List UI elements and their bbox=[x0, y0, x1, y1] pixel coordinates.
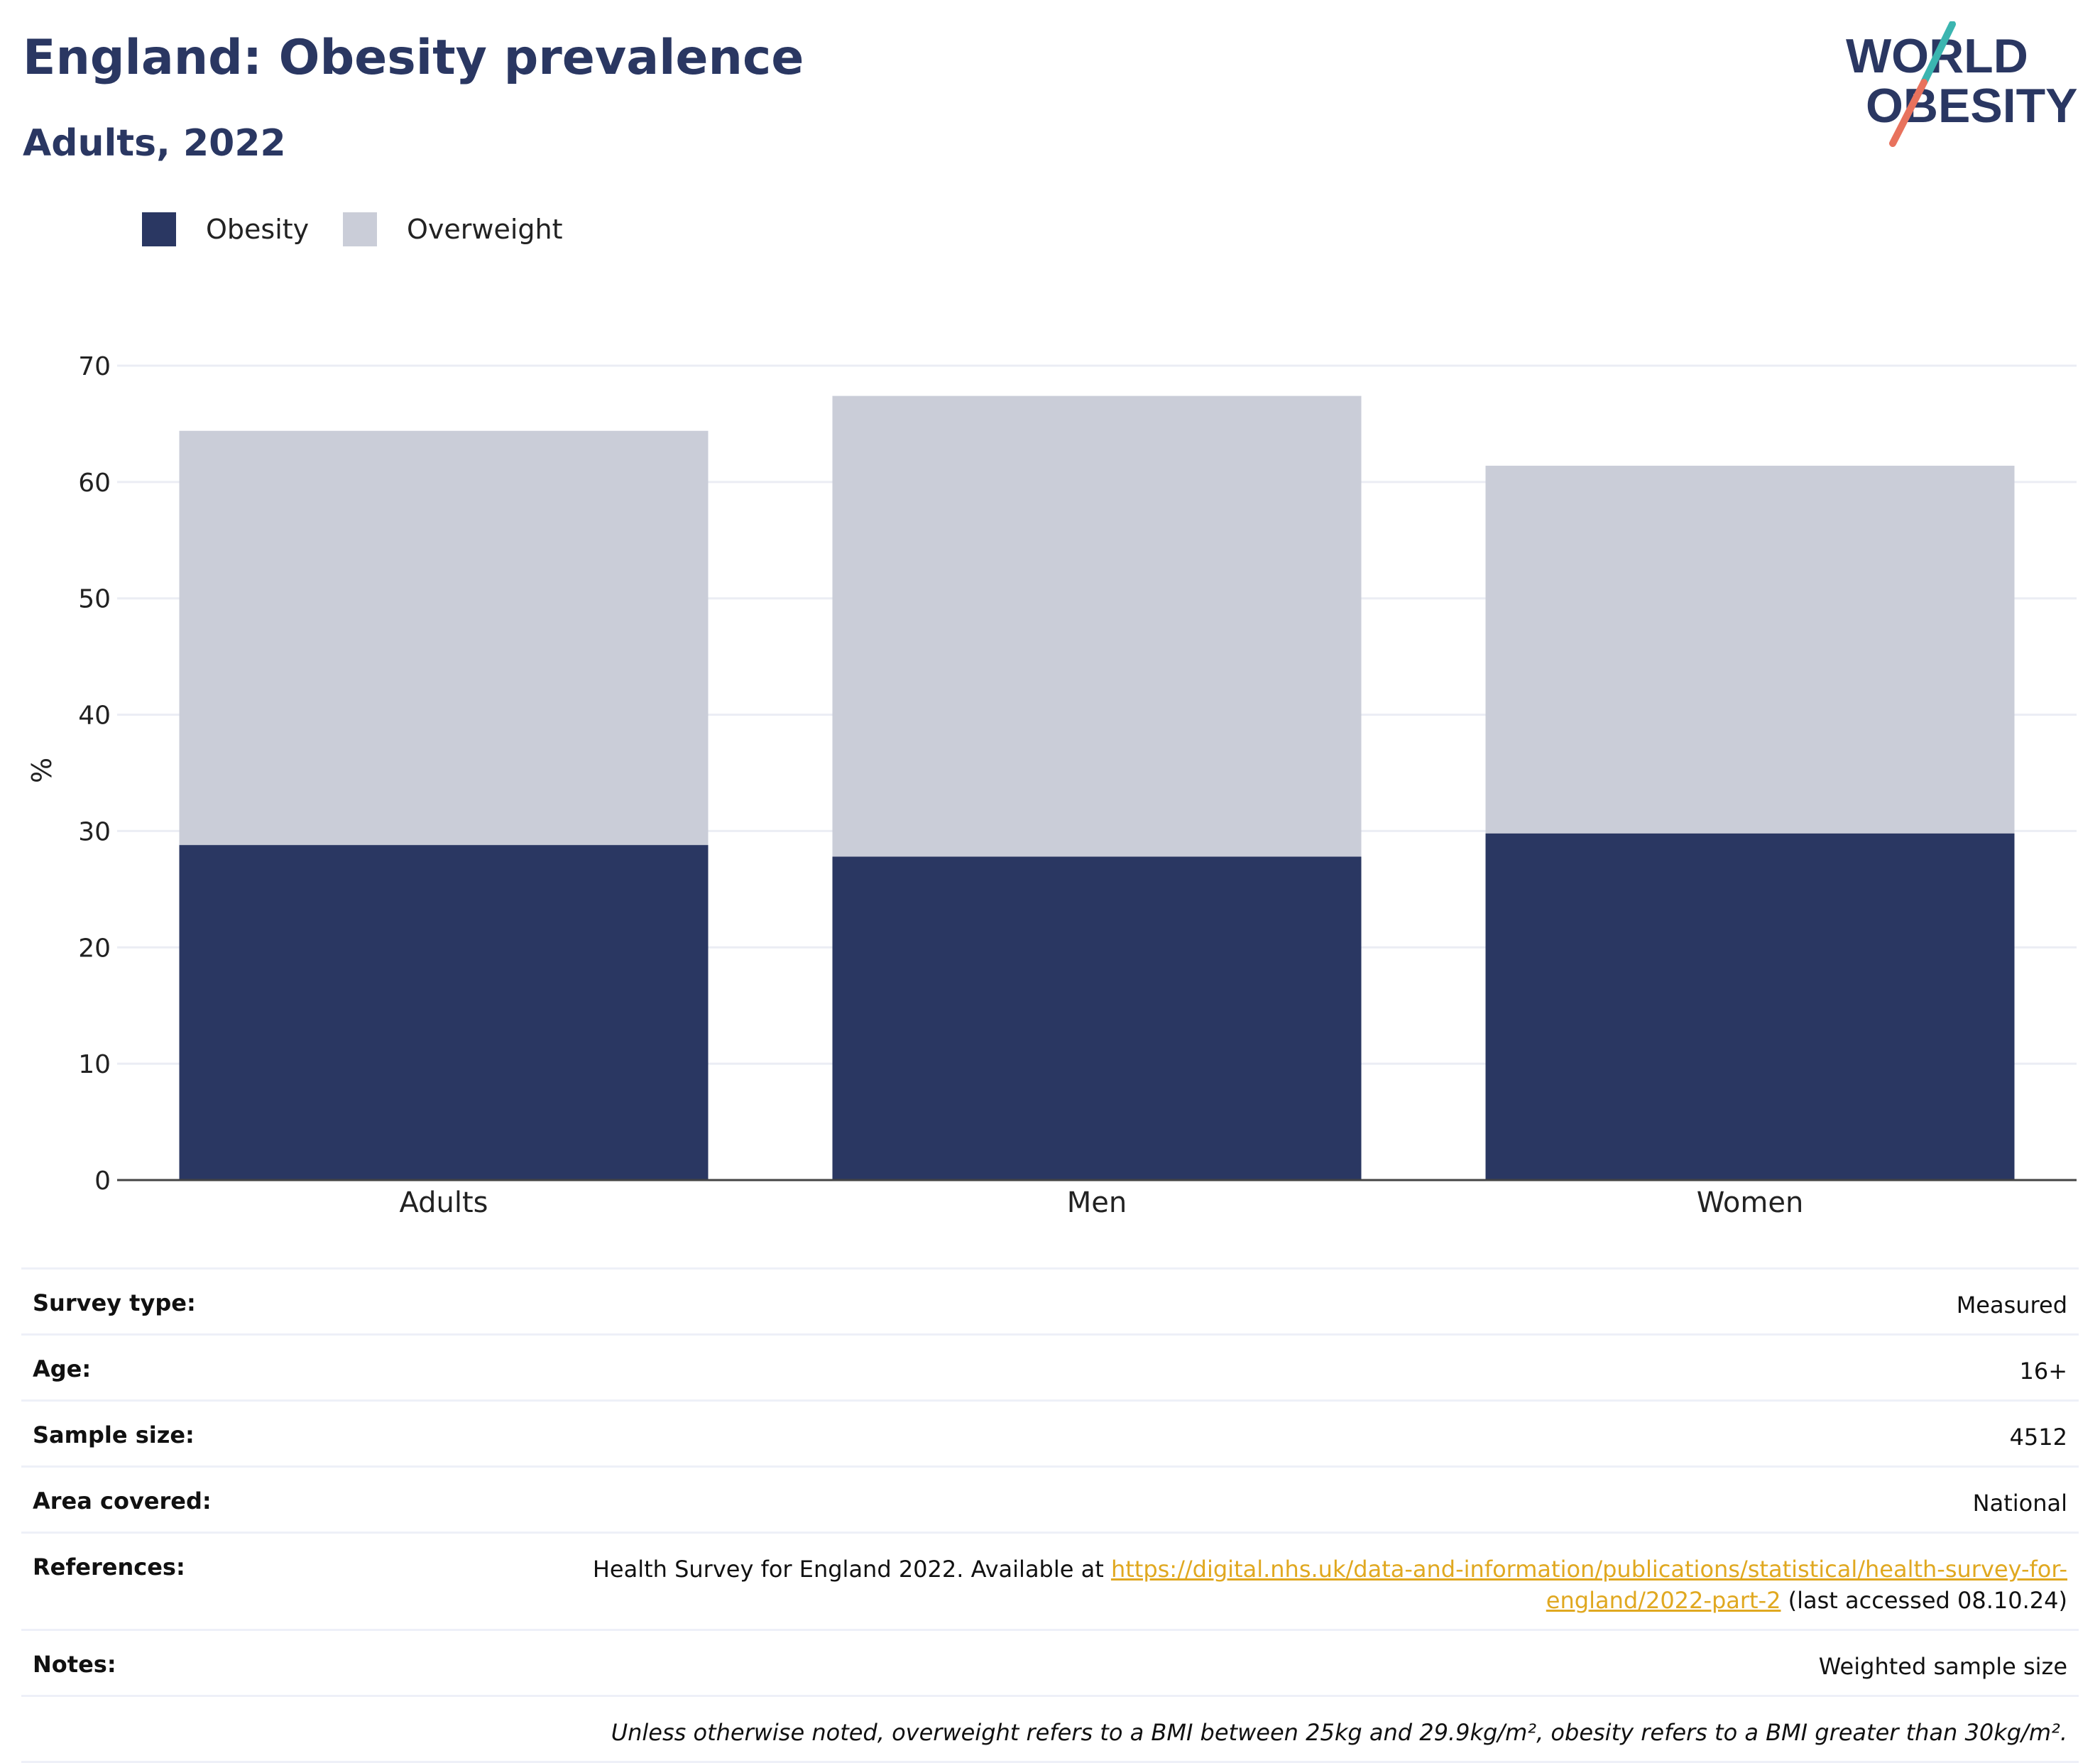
survey-type-label: Survey type: bbox=[33, 1289, 196, 1316]
info-row-sample-size: Sample size: 4512 bbox=[21, 1399, 2079, 1465]
info-row-notes: Notes: Weighted sample size bbox=[21, 1629, 2079, 1695]
references-value: Health Survey for England 2022. Availabl… bbox=[21, 1534, 2079, 1629]
area-covered-label: Area covered: bbox=[33, 1488, 212, 1514]
y-tick-label: 30 bbox=[78, 817, 111, 846]
chart-title: England: Obesity prevalence bbox=[23, 30, 804, 86]
logo-text-obesity: OBESITY bbox=[1866, 79, 2078, 133]
logo-stroke-coral bbox=[1889, 79, 1927, 147]
area-covered-value: National bbox=[1972, 1490, 2067, 1517]
y-axis-label: % bbox=[26, 758, 58, 783]
y-tick-label: 60 bbox=[78, 469, 111, 498]
logo-stroke-teal bbox=[1920, 21, 1956, 86]
age-value: 16+ bbox=[2019, 1358, 2067, 1385]
legend-swatch-overweight bbox=[343, 212, 377, 246]
references-link[interactable]: https://digital.nhs.uk/data-and-informat… bbox=[1110, 1556, 2067, 1614]
stacked-bar-chart: 0 10 20 30 40 50 60 70 Adults Men Women % bbox=[26, 352, 2077, 1219]
info-row-age: Age: 16+ bbox=[21, 1333, 2079, 1399]
sample-size-label: Sample size: bbox=[33, 1421, 195, 1448]
info-row-definition: Unless otherwise noted, overweight refer… bbox=[21, 1695, 2079, 1763]
info-row-references: References: Health Survey for England 20… bbox=[21, 1532, 2079, 1629]
y-tick-label: 40 bbox=[78, 702, 111, 731]
survey-type-value: Measured bbox=[1956, 1292, 2067, 1319]
legend-label-obesity: Obesity bbox=[206, 214, 310, 245]
bar-overweight-men[interactable] bbox=[832, 395, 1362, 857]
bar-obesity-women[interactable] bbox=[1485, 833, 2015, 1180]
bars bbox=[179, 395, 2015, 1180]
notes-label: Notes: bbox=[33, 1651, 116, 1678]
legend-label-overweight: Overweight bbox=[407, 214, 563, 245]
info-row-survey-type: Survey type: Measured bbox=[21, 1267, 2079, 1333]
sample-size-value: 4512 bbox=[2009, 1424, 2067, 1451]
x-tick-label: Adults bbox=[399, 1186, 488, 1219]
references-label: References: bbox=[33, 1554, 185, 1581]
references-prefix: Health Survey for England 2022. Availabl… bbox=[592, 1556, 1111, 1583]
y-tick-label: 20 bbox=[78, 934, 111, 963]
survey-info-table: Survey type: Measured Age: 16+ Sample si… bbox=[21, 1267, 2079, 1763]
chart-subtitle: Adults, 2022 bbox=[23, 122, 286, 165]
y-tick-label: 70 bbox=[78, 352, 111, 381]
x-tick-label: Men bbox=[1067, 1186, 1127, 1219]
bar-overweight-adults[interactable] bbox=[179, 430, 709, 846]
axes: 0 10 20 30 40 50 60 70 Adults Men Women bbox=[78, 352, 2077, 1219]
bar-obesity-men[interactable] bbox=[832, 856, 1362, 1180]
bmi-definition-note: Unless otherwise noted, overweight refer… bbox=[611, 1719, 2067, 1746]
bar-obesity-adults[interactable] bbox=[179, 845, 709, 1180]
world-obesity-logo: WORLD OBESITY bbox=[1846, 21, 2078, 147]
legend-swatch-obesity bbox=[142, 212, 176, 246]
x-tick-label: Women bbox=[1697, 1186, 1804, 1219]
bar-overweight-women[interactable] bbox=[1485, 465, 2015, 834]
y-tick-label: 50 bbox=[78, 585, 111, 614]
y-tick-label: 0 bbox=[94, 1167, 111, 1196]
age-label: Age: bbox=[33, 1355, 92, 1382]
references-suffix: (last accessed 08.10.24) bbox=[1781, 1587, 2067, 1614]
notes-value: Weighted sample size bbox=[1818, 1653, 2067, 1680]
y-tick-label: 10 bbox=[78, 1050, 111, 1079]
info-row-area: Area covered: National bbox=[21, 1465, 2079, 1532]
